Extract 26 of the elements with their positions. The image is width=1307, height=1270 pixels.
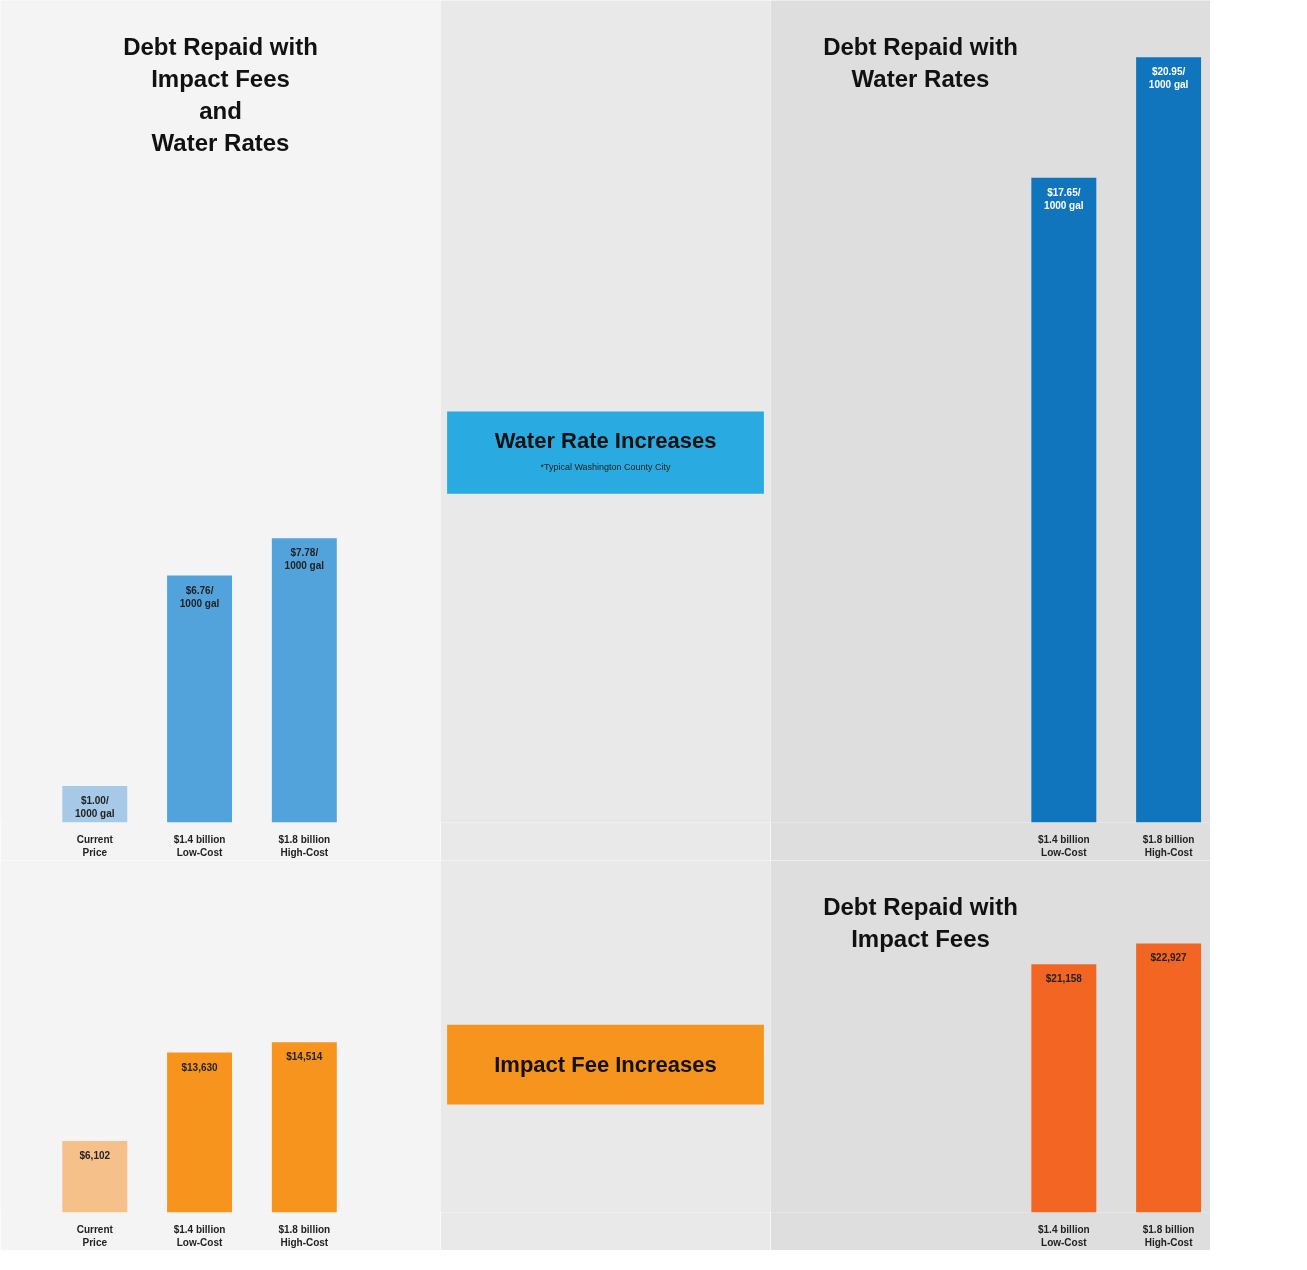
- x-tick-label: $1.8 billion High-Cost: [278, 833, 331, 858]
- x-tick-label: $1.4 billion Low-Cost: [173, 1223, 226, 1248]
- x-tick-label: $1.4 billion Low-Cost: [173, 833, 226, 858]
- x-tick-label: $1.8 billion High-Cost: [278, 1223, 331, 1248]
- x-tick-label: $1.4 billion Low-Cost: [1037, 833, 1090, 858]
- x-tick-label: $1.8 billion High-Cost: [1142, 833, 1195, 858]
- data-label: $6.76/ 1000 gal: [179, 584, 220, 609]
- data-label: $6,102: [79, 1149, 111, 1161]
- x-tick-label: Current Price: [76, 833, 114, 858]
- data-label: $17.65/ 1000 gal: [1044, 186, 1084, 211]
- x-tick-label: Current Price: [76, 1223, 114, 1248]
- x-tick-label: $1.4 billion Low-Cost: [1037, 1223, 1090, 1248]
- data-label: $7.78/ 1000 gal: [284, 547, 325, 572]
- data-label: $1.00/ 1000 gal: [75, 794, 115, 820]
- text: Water Rate Increases: [494, 427, 717, 453]
- text: Debt Repaid with Impact Fees: [823, 892, 1018, 952]
- data-label: $20.95/ 1000 gal: [1148, 66, 1189, 91]
- text: Debt Repaid with Water Rates: [823, 32, 1018, 92]
- data-label: $21,158: [1045, 973, 1083, 985]
- text: *Typical Washington County City: [540, 461, 672, 472]
- data-label: $22,927: [1150, 952, 1188, 964]
- data-label: $13,630: [181, 1061, 219, 1073]
- text: Impact Fee Increases: [494, 1052, 717, 1078]
- data-label: $14,514: [286, 1051, 323, 1063]
- text: Debt Repaid with Impact Fees and Water Rates: [123, 32, 318, 156]
- x-tick-label: $1.8 billion High-Cost: [1142, 1223, 1195, 1248]
